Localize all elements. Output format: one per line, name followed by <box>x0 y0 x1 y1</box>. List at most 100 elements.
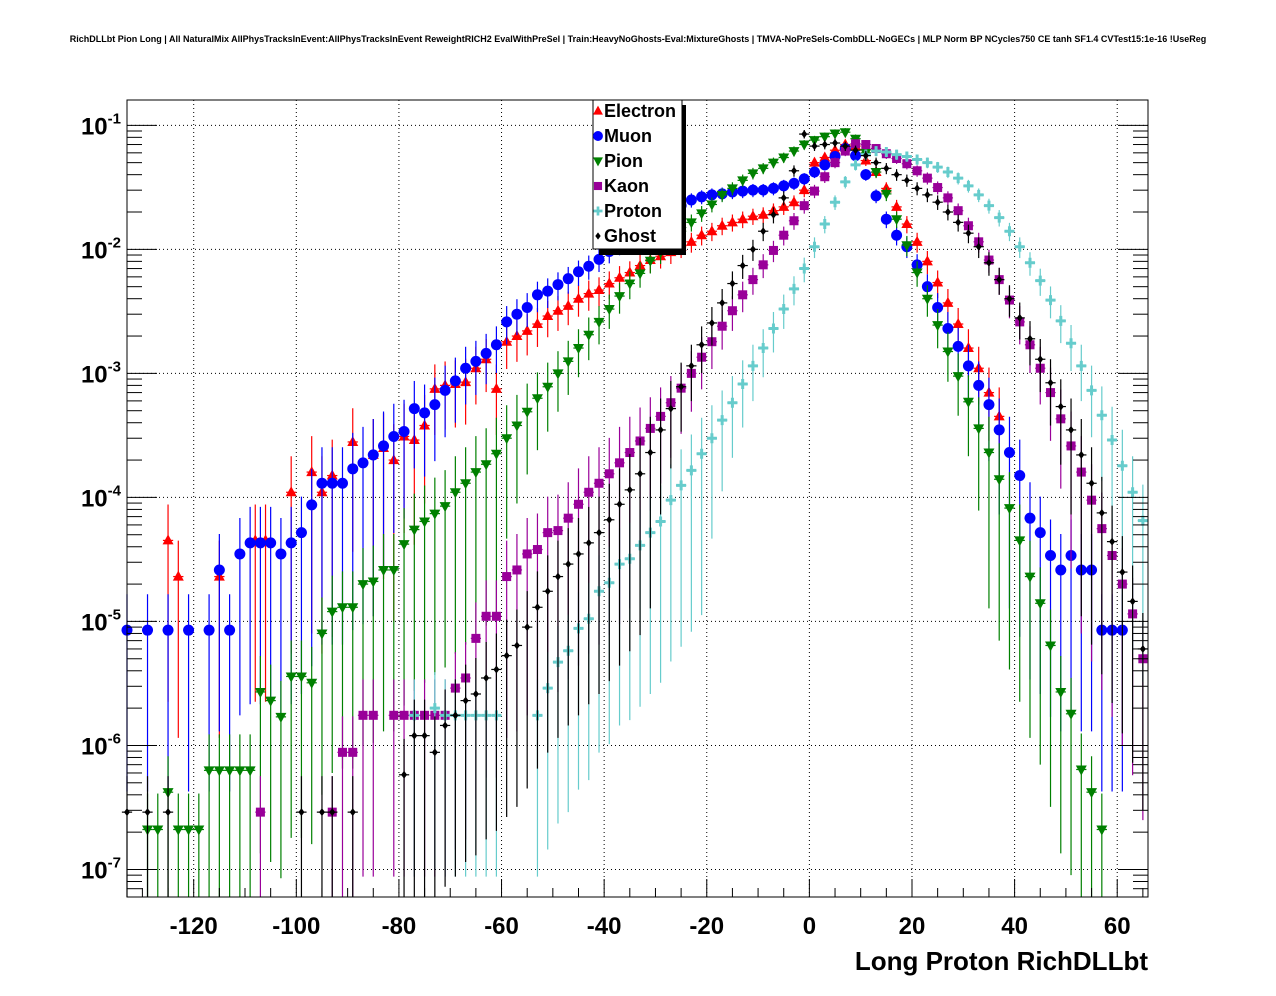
data-point <box>758 254 769 279</box>
marker <box>1068 425 1075 434</box>
marker <box>378 565 390 576</box>
marker <box>962 397 974 408</box>
marker <box>747 184 759 196</box>
marker <box>172 570 184 581</box>
data-point <box>726 182 738 196</box>
marker <box>234 548 246 560</box>
data-point <box>829 129 841 140</box>
data-point <box>840 176 851 189</box>
marker <box>862 151 869 160</box>
marker <box>152 825 164 836</box>
data-point <box>347 776 358 897</box>
data-point <box>799 257 810 283</box>
marker <box>471 633 481 643</box>
data-point <box>1075 733 1087 897</box>
data-point <box>501 306 513 345</box>
marker <box>1045 641 1057 652</box>
data-point <box>470 658 482 856</box>
data-point <box>583 506 594 705</box>
data-point <box>993 443 1005 641</box>
marker <box>932 162 943 173</box>
data-point <box>491 633 502 831</box>
marker <box>1014 470 1026 482</box>
data-point <box>193 793 205 897</box>
marker <box>685 194 697 206</box>
data-point <box>737 281 748 313</box>
marker <box>685 218 697 229</box>
marker <box>963 180 974 191</box>
data-point <box>696 226 708 246</box>
data-point <box>829 138 841 148</box>
marker <box>790 166 797 175</box>
data-point <box>685 193 697 208</box>
grid <box>127 100 1148 897</box>
marker <box>285 486 297 497</box>
data-point <box>706 188 718 203</box>
marker <box>832 139 839 148</box>
marker <box>1129 597 1136 606</box>
data-point <box>778 294 789 329</box>
marker <box>593 105 603 115</box>
marker <box>932 276 944 287</box>
data-point <box>686 344 697 402</box>
marker <box>698 340 705 349</box>
marker <box>552 279 564 291</box>
data-point <box>1045 359 1056 426</box>
data-point <box>562 291 574 326</box>
data-point <box>532 571 543 769</box>
data-point <box>809 156 821 169</box>
marker <box>911 235 923 246</box>
data-point <box>922 188 933 203</box>
data-point <box>481 642 492 840</box>
marker <box>758 343 769 354</box>
data-point <box>850 145 861 156</box>
marker <box>439 502 451 513</box>
marker <box>1127 487 1138 498</box>
data-point <box>880 211 892 229</box>
data-point <box>357 679 369 877</box>
data-point <box>1065 398 1077 515</box>
marker <box>388 430 400 442</box>
data-point <box>870 146 882 157</box>
legend-label: Pion <box>604 151 643 171</box>
data-point <box>1035 338 1046 393</box>
marker <box>511 308 523 320</box>
marker <box>870 190 882 202</box>
data-point <box>778 226 789 246</box>
data-point <box>737 184 749 199</box>
data-point <box>368 679 379 877</box>
marker <box>543 528 553 538</box>
data-point <box>511 394 523 504</box>
marker <box>962 360 974 372</box>
marker <box>717 321 727 331</box>
data-point <box>429 377 441 462</box>
marker <box>716 190 728 201</box>
data-point <box>922 157 933 169</box>
marker <box>902 159 912 169</box>
marker <box>521 301 533 313</box>
data-point <box>162 776 174 897</box>
data-point <box>921 285 933 317</box>
marker <box>595 232 601 240</box>
legend-label: Muon <box>604 126 652 146</box>
marker <box>408 403 420 415</box>
marker <box>562 299 574 310</box>
y-tick-label-base: 10 <box>81 361 108 388</box>
marker <box>696 448 707 459</box>
marker <box>706 225 718 236</box>
marker <box>994 212 1005 223</box>
data-point <box>665 464 676 662</box>
data-point <box>717 289 728 322</box>
data-point <box>758 222 769 242</box>
x-tick-label: 0 <box>803 913 816 940</box>
marker <box>604 469 614 479</box>
marker <box>534 603 541 612</box>
data-point <box>1014 504 1026 702</box>
marker <box>593 317 605 328</box>
x-tick-label: -100 <box>272 913 320 940</box>
data-point <box>860 169 872 181</box>
marker <box>326 607 338 618</box>
legend-box <box>592 99 683 250</box>
data-point <box>1086 756 1098 897</box>
marker <box>593 131 603 141</box>
